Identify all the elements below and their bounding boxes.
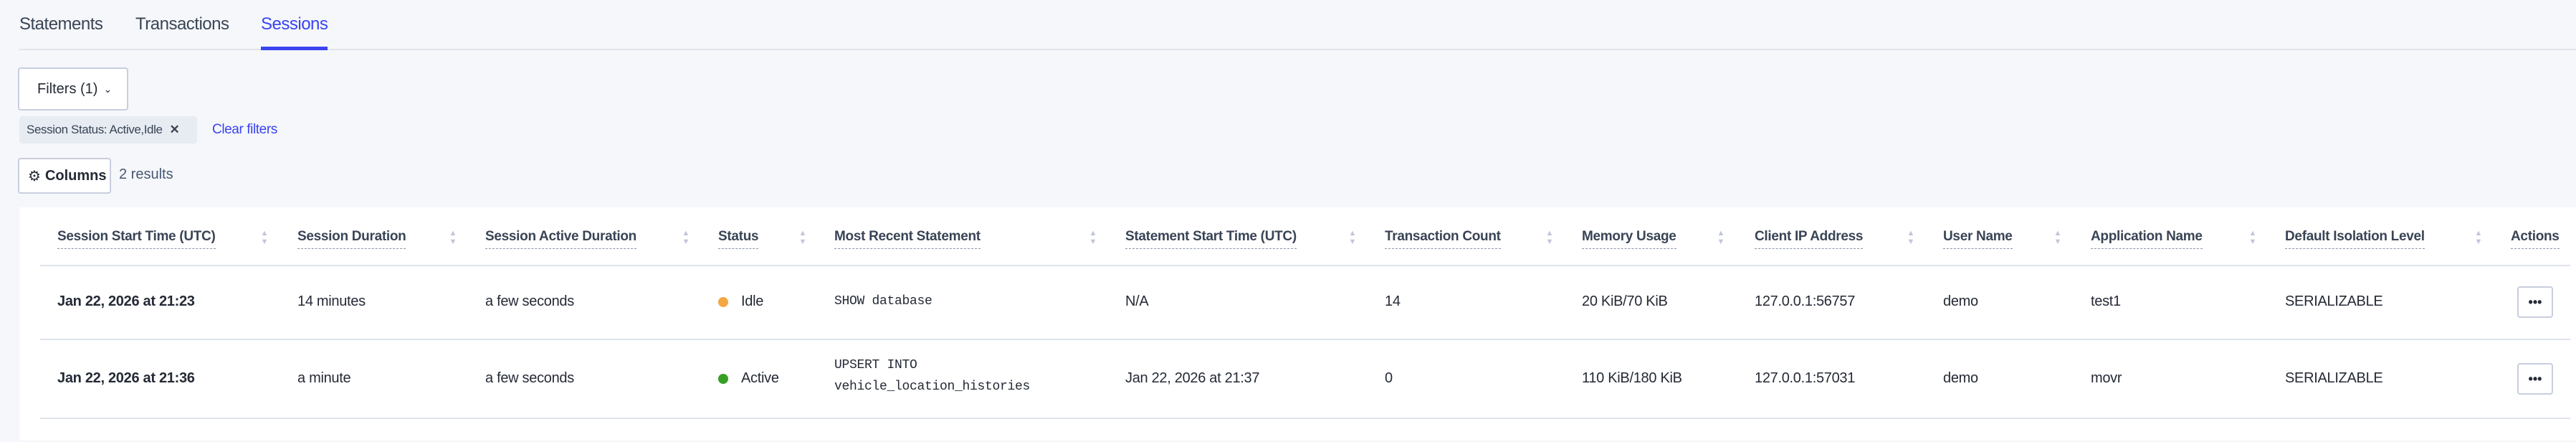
status-label: Active [741, 370, 779, 386]
status-label: Idle [741, 293, 764, 309]
filters-button[interactable]: Filters (1) ⌄ [18, 67, 128, 110]
client-ip: 127.0.0.1:56757 [1755, 293, 1856, 309]
status-badge: Idle [718, 293, 763, 310]
active-duration: a few seconds [485, 370, 574, 386]
sort-icon[interactable]: ▲ ▼ [1545, 229, 1554, 246]
most-recent-statement: SHOW database [834, 294, 932, 309]
columns-label: Columns [44, 167, 107, 184]
sort-icon[interactable]: ▲ ▼ [260, 229, 269, 246]
session-duration: 14 minutes [297, 293, 366, 309]
header-actions: Actions [2511, 229, 2560, 249]
filter-chip-label: Session Status: Active,Idle [27, 123, 163, 136]
isolation-level: SERIALIZABLE [2285, 293, 2383, 309]
sort-icon[interactable]: ▲ ▼ [2053, 229, 2062, 246]
close-icon[interactable]: ✕ [169, 123, 180, 136]
tab-transactions[interactable]: Transactions [135, 14, 229, 34]
table-header: Session Start Time (UTC) ▲ ▼ Session Dura… [40, 207, 2570, 266]
status-dot-icon [718, 296, 728, 307]
filters-label: Filters (1) [37, 80, 98, 97]
statement-line: vehicle_location_histories [834, 380, 1031, 394]
isolation-level: SERIALIZABLE [2285, 370, 2383, 386]
sort-icon[interactable]: ▲ ▼ [1348, 229, 1357, 246]
statement-start: N/A [1125, 293, 1149, 309]
sort-icon[interactable]: ▲ ▼ [682, 229, 690, 246]
table-row: Jan 22, 2026 at 21:23 14 minutes a few s… [40, 266, 2570, 340]
statement-start: Jan 22, 2026 at 21:37 [1125, 370, 1260, 386]
user-name: demo [1943, 293, 1978, 309]
sort-icon[interactable]: ▲ ▼ [798, 229, 807, 246]
header-status[interactable]: Status [718, 229, 759, 249]
header-user-name[interactable]: User Name [1943, 229, 2013, 249]
table-row: Jan 22, 2026 at 21:36 a minute a few sec… [40, 340, 2570, 419]
tab-statements[interactable]: Statements [19, 14, 103, 34]
active-duration: a few seconds [485, 293, 574, 309]
header-active-duration[interactable]: Session Active Duration [485, 229, 636, 249]
header-client-ip[interactable]: Client IP Address [1755, 229, 1863, 249]
filter-chip: Session Status: Active,Idle ✕ [19, 116, 197, 144]
results-count: 2 results [119, 166, 173, 182]
sort-icon[interactable]: ▲ ▼ [449, 229, 457, 246]
columns-button[interactable]: ⚙ Columns [18, 158, 111, 194]
tab-sessions[interactable]: Sessions [261, 14, 328, 50]
tab-bar: Statements Transactions Sessions [19, 0, 2576, 50]
more-actions-button[interactable]: ••• [2517, 363, 2553, 395]
header-most-recent-statement[interactable]: Most Recent Statement [834, 229, 981, 249]
header-statement-start[interactable]: Statement Start Time (UTC) [1125, 229, 1297, 249]
status-badge: Active [718, 370, 779, 387]
most-recent-statement: UPSERT INTO vehicle_location_histories [834, 354, 1030, 398]
header-application-name[interactable]: Application Name [2091, 229, 2203, 249]
client-ip: 127.0.0.1:57031 [1755, 370, 1856, 386]
header-session-duration[interactable]: Session Duration [297, 229, 406, 249]
transaction-count: 0 [1385, 370, 1393, 386]
status-dot-icon [718, 373, 728, 384]
sort-icon[interactable]: ▲ ▼ [1907, 229, 1915, 246]
memory-usage: 110 KiB/180 KiB [1582, 370, 1682, 386]
session-start: Jan 22, 2026 at 21:36 [57, 370, 195, 386]
header-isolation-level[interactable]: Default Isolation Level [2285, 229, 2425, 249]
application-name: test1 [2091, 293, 2121, 309]
sort-icon[interactable]: ▲ ▼ [1717, 229, 1725, 246]
statement-line: UPSERT INTO [834, 358, 917, 372]
session-start: Jan 22, 2026 at 21:23 [57, 293, 195, 309]
header-transaction-count[interactable]: Transaction Count [1385, 229, 1501, 249]
header-session-start[interactable]: Session Start Time (UTC) [57, 229, 216, 249]
application-name: movr [2091, 370, 2122, 386]
chevron-down-icon: ⌄ [103, 83, 113, 95]
sessions-table: Session Start Time (UTC) ▲ ▼ Session Dura… [19, 207, 2576, 441]
transaction-count: 14 [1385, 293, 1401, 309]
memory-usage: 20 KiB/70 KiB [1582, 293, 1668, 309]
sort-icon[interactable]: ▲ ▼ [2248, 229, 2257, 246]
header-memory-usage[interactable]: Memory Usage [1582, 229, 1676, 249]
session-duration: a minute [297, 370, 351, 386]
sort-icon[interactable]: ▲ ▼ [2474, 229, 2483, 246]
gear-icon: ⚙ [28, 168, 41, 184]
clear-filters-link[interactable]: Clear filters [212, 122, 277, 137]
user-name: demo [1943, 370, 1978, 386]
sort-icon[interactable]: ▲ ▼ [1089, 229, 1097, 246]
more-actions-button[interactable]: ••• [2517, 286, 2553, 318]
